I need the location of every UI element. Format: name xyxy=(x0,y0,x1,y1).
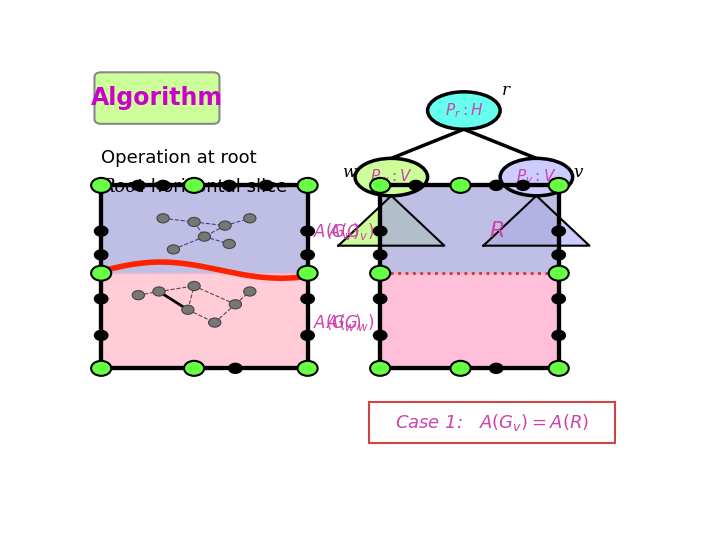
Circle shape xyxy=(516,180,530,191)
Circle shape xyxy=(223,239,235,248)
Circle shape xyxy=(243,287,256,296)
Circle shape xyxy=(552,250,565,260)
Circle shape xyxy=(94,226,108,236)
Circle shape xyxy=(451,361,471,376)
Circle shape xyxy=(301,294,315,304)
Circle shape xyxy=(198,232,210,241)
Circle shape xyxy=(297,178,318,193)
Circle shape xyxy=(549,361,569,376)
Circle shape xyxy=(94,250,108,260)
Text: $P_r : H$: $P_r : H$ xyxy=(445,101,483,120)
Text: Algorithm: Algorithm xyxy=(91,86,223,110)
Text: $A(G_w)$: $A(G_w)$ xyxy=(313,312,362,333)
Bar xyxy=(369,402,615,443)
Circle shape xyxy=(552,330,565,340)
Circle shape xyxy=(374,330,387,340)
Text: Root: Root xyxy=(101,178,144,197)
Circle shape xyxy=(549,178,569,193)
Circle shape xyxy=(451,178,471,193)
Circle shape xyxy=(209,318,221,327)
Circle shape xyxy=(167,245,179,254)
Circle shape xyxy=(552,294,565,304)
Circle shape xyxy=(409,180,423,191)
Circle shape xyxy=(301,226,315,236)
Circle shape xyxy=(184,361,204,376)
Text: $R$: $R$ xyxy=(489,220,504,242)
Circle shape xyxy=(188,281,200,291)
Text: Operation at root: Operation at root xyxy=(101,150,257,167)
Polygon shape xyxy=(101,185,307,273)
Text: $P_w : V$: $P_w : V$ xyxy=(370,168,413,186)
Circle shape xyxy=(490,180,503,191)
Circle shape xyxy=(370,178,390,193)
Circle shape xyxy=(374,226,387,236)
Circle shape xyxy=(94,330,108,340)
Ellipse shape xyxy=(428,92,500,129)
Circle shape xyxy=(229,300,241,309)
Circle shape xyxy=(222,180,236,191)
Circle shape xyxy=(374,294,387,304)
Ellipse shape xyxy=(500,158,572,196)
Circle shape xyxy=(260,180,273,191)
Circle shape xyxy=(490,363,503,373)
Circle shape xyxy=(91,361,111,376)
Circle shape xyxy=(374,250,387,260)
Circle shape xyxy=(370,266,390,281)
Text: $A(G_w)$: $A(G_w)$ xyxy=(326,312,374,333)
Circle shape xyxy=(156,180,170,191)
Text: w: w xyxy=(342,164,356,181)
Circle shape xyxy=(157,214,169,223)
Polygon shape xyxy=(338,196,444,246)
Text: $P_v : V$: $P_v : V$ xyxy=(516,168,557,186)
Circle shape xyxy=(184,178,204,193)
Bar xyxy=(380,185,559,368)
Ellipse shape xyxy=(355,158,428,196)
Text: $A(G_v)$: $A(G_v)$ xyxy=(313,221,359,241)
Polygon shape xyxy=(380,185,559,273)
Circle shape xyxy=(297,361,318,376)
Text: $A(G_v)$: $A(G_v)$ xyxy=(328,221,374,241)
Bar xyxy=(101,185,307,368)
Circle shape xyxy=(301,250,315,260)
Polygon shape xyxy=(380,273,559,368)
Circle shape xyxy=(94,294,108,304)
Polygon shape xyxy=(101,273,307,368)
Circle shape xyxy=(91,178,111,193)
Text: : horizontal slice: : horizontal slice xyxy=(139,178,287,197)
Circle shape xyxy=(370,361,390,376)
Text: v: v xyxy=(574,164,583,181)
Circle shape xyxy=(297,266,318,281)
Polygon shape xyxy=(483,196,590,246)
Circle shape xyxy=(188,218,200,227)
Circle shape xyxy=(132,291,145,300)
Circle shape xyxy=(243,214,256,223)
Circle shape xyxy=(132,180,145,191)
Circle shape xyxy=(91,266,111,281)
FancyBboxPatch shape xyxy=(94,72,220,124)
Circle shape xyxy=(549,266,569,281)
Text: r: r xyxy=(502,82,510,99)
Text: Case 1:   $A(G_v) = A(R)$: Case 1: $A(G_v) = A(R)$ xyxy=(395,412,589,433)
Circle shape xyxy=(181,305,194,314)
Circle shape xyxy=(552,226,565,236)
Circle shape xyxy=(301,330,315,340)
Circle shape xyxy=(219,221,231,230)
Circle shape xyxy=(153,287,165,296)
Circle shape xyxy=(229,363,242,373)
